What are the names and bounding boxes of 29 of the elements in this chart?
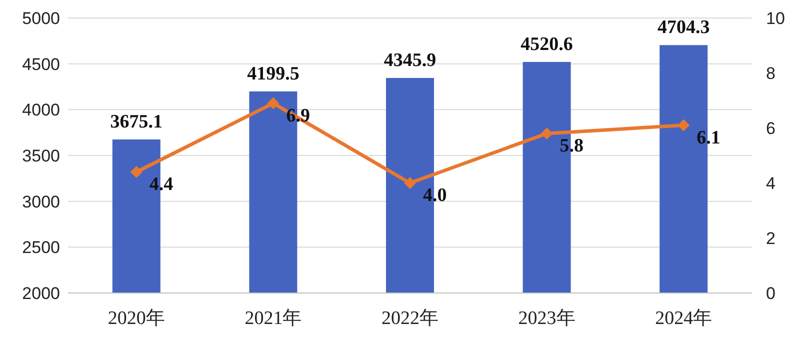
y2-tick-label: 8 xyxy=(766,64,776,83)
y-tick-label: 5000 xyxy=(22,9,60,28)
point xyxy=(678,119,690,132)
data-label: 4345.9 xyxy=(384,50,436,71)
data-label: 4520.6 xyxy=(520,34,573,55)
x-tick-label: 2020年 xyxy=(108,308,165,329)
y-tick-label: 3500 xyxy=(22,146,60,166)
point xyxy=(130,166,142,178)
y-tick-label: 2000 xyxy=(22,284,60,303)
data-label: 6.9 xyxy=(286,105,310,126)
y-tick-label: 3000 xyxy=(22,192,60,212)
y2-tick-label: 4 xyxy=(766,174,776,193)
y2-tick-label: 2 xyxy=(766,229,776,248)
y2-tick-label: 0 xyxy=(766,284,776,303)
y-tick-label: 2500 xyxy=(22,238,60,258)
data-label: 3675.1 xyxy=(110,111,163,132)
y2-tick-label: 6 xyxy=(766,119,776,138)
data-label: 4199.5 xyxy=(247,63,300,84)
y-tick-label: 4000 xyxy=(22,100,60,120)
y2-tick-label: 10 xyxy=(766,9,785,28)
x-tick-label: 2023年 xyxy=(518,308,576,329)
point xyxy=(267,97,280,110)
point xyxy=(404,177,416,189)
y-tick-label: 4500 xyxy=(22,54,60,74)
x-tick-label: 2021年 xyxy=(244,308,302,329)
point xyxy=(540,128,553,140)
data-label: 4704.3 xyxy=(657,17,710,38)
x-tick-label: 2024年 xyxy=(655,308,712,329)
x-tick-label: 2022年 xyxy=(382,308,438,329)
